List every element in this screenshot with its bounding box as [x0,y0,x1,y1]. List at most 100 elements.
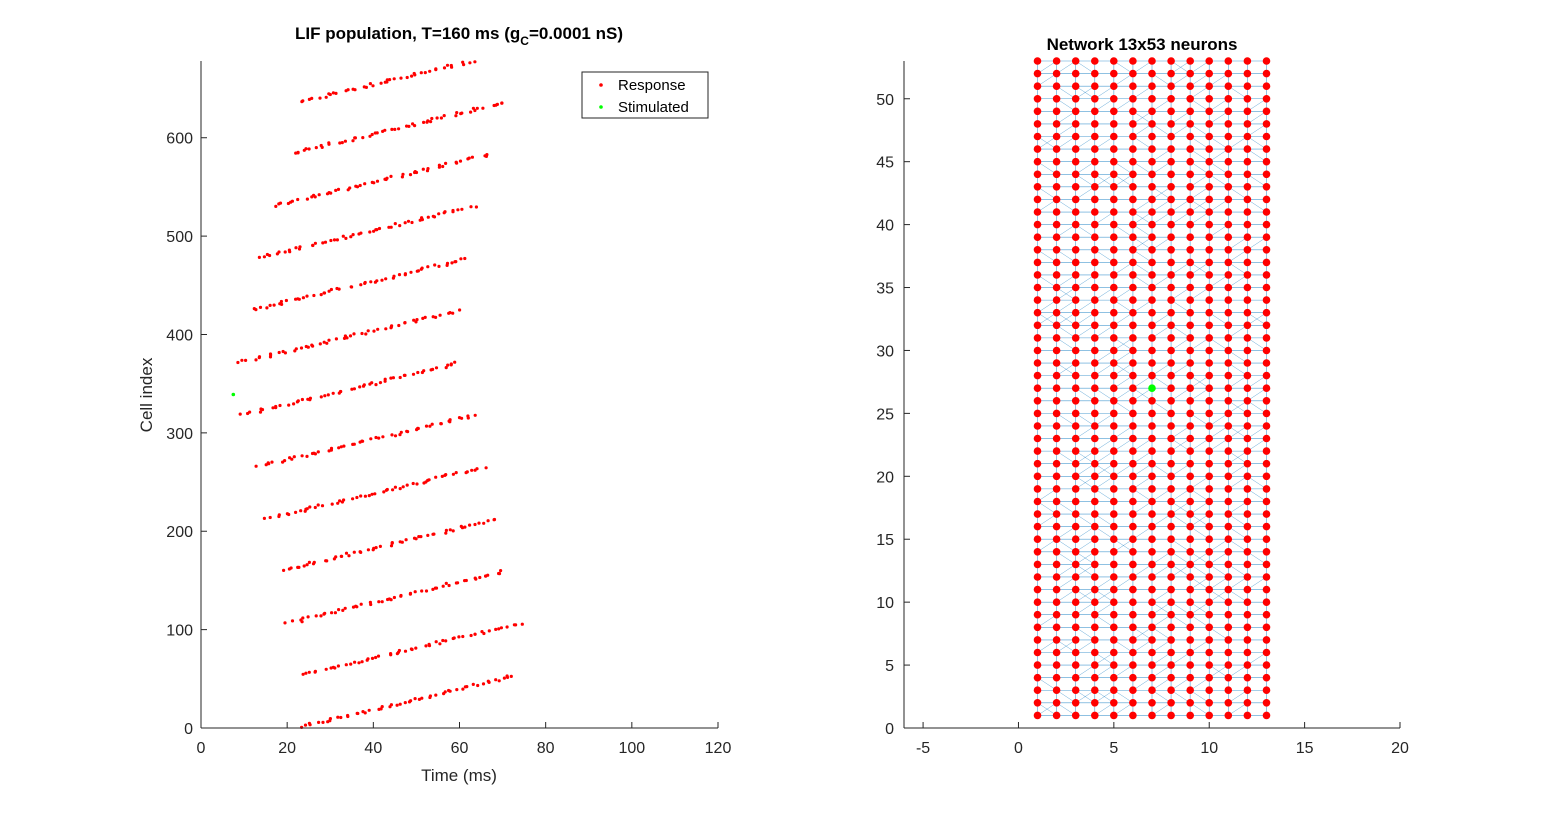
response-spike [454,260,458,264]
network-node [1033,195,1042,204]
response-spike [505,625,509,629]
response-spike [373,492,377,496]
network-node [1224,673,1233,682]
network-node [1148,485,1156,493]
response-spike [301,672,305,676]
network-node [1052,145,1061,153]
network-edge [1037,299,1057,313]
network-edge [1151,639,1172,653]
network-node [1243,145,1252,153]
network-node [1262,573,1271,581]
network-node [1186,296,1194,304]
network-node [1129,308,1137,317]
response-spike [443,690,447,694]
network-node [1205,535,1213,543]
network-node [1148,371,1156,380]
network-node [1243,510,1252,518]
network-edge [1151,463,1172,477]
response-spike [302,564,306,568]
network-node [1167,371,1175,380]
network-node [1129,183,1137,191]
response-spike [383,377,387,381]
network-node [1091,183,1099,191]
response-spike [403,221,407,225]
network-node [1186,648,1194,657]
response-spike [473,60,477,64]
network-node [1243,384,1252,393]
network-edge [1056,526,1076,540]
network-node [1129,535,1137,543]
response-spike [366,657,370,661]
response-spike [368,134,372,138]
network-edge [1209,539,1229,553]
network-edge [1209,337,1229,351]
network-node [1243,648,1252,657]
network-node [1071,548,1080,556]
network-edge [1056,639,1076,653]
response-spike [384,277,388,281]
network-node [1091,132,1099,141]
network-node [1033,673,1042,682]
network-edge [1132,236,1153,250]
response-spike [352,550,356,554]
response-spike [283,621,287,625]
response-spike [431,315,435,319]
network-node [1148,233,1156,241]
response-spike [500,101,504,105]
network-node [1091,661,1099,669]
network-node [1205,648,1213,657]
response-spike [368,230,372,234]
network-node [1205,233,1213,241]
network-node [1186,673,1194,682]
network-node [1110,258,1118,267]
response-spike [419,71,423,75]
response-spike [458,308,462,312]
network-node [1071,359,1080,367]
response-spike [327,191,331,195]
network-node [1205,107,1213,116]
network-node [1148,120,1156,128]
network-node [1167,69,1175,78]
network-node [1148,661,1156,669]
network-node [1167,459,1175,468]
network-node [1224,610,1233,619]
network-edge [1228,325,1248,339]
response-spike [497,679,501,683]
network-node [1262,699,1271,707]
response-spike [412,318,416,322]
response-spike [344,236,348,240]
network-node [1033,699,1042,707]
response-spike [262,516,266,521]
response-spike [421,316,425,320]
response-spike [363,280,367,285]
response-spike [428,424,432,428]
response-spike [403,373,407,377]
network-node [1186,535,1194,543]
network-node [1224,623,1233,632]
network-node [1224,95,1233,103]
response-spike [317,193,321,197]
response-spike [403,321,407,325]
network-node [1052,699,1061,707]
network-node [1205,346,1213,355]
network-node [1091,57,1099,65]
response-spike [423,315,427,319]
response-spike [390,541,394,545]
network-node [1167,497,1175,506]
network-node [1110,271,1118,279]
response-spike [422,120,426,124]
network-node [1243,57,1252,65]
network-node [1033,434,1042,443]
network-node [1148,522,1156,531]
network-node [1129,208,1137,216]
response-spike [334,337,338,341]
network-edge [1228,702,1248,716]
network-edge [1075,387,1095,402]
network-node [1186,522,1194,531]
network-node [1243,82,1252,90]
network-node [1052,560,1061,569]
response-spike [369,437,373,441]
network-node [1167,346,1175,355]
network-node [1129,648,1137,657]
network-node [1091,258,1099,267]
